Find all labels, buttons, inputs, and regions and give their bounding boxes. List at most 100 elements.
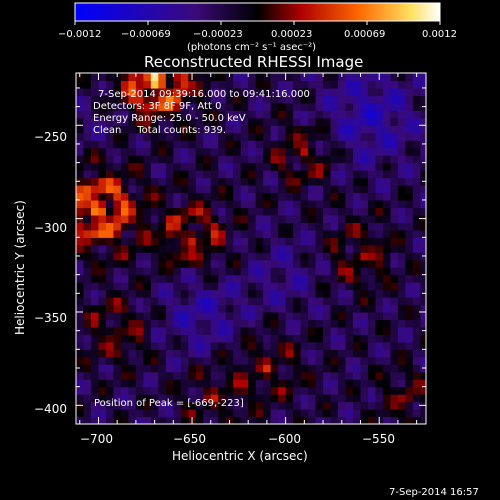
heatmap-cell: [338, 214, 347, 223]
heatmap-cell: [233, 87, 242, 97]
heatmap-cell: [240, 252, 249, 261]
heatmap-cell: [345, 222, 354, 231]
heatmap-cell: [180, 117, 189, 126]
heatmap-cell: [225, 282, 234, 291]
heatmap-cell: [195, 162, 204, 171]
heatmap-cell: [248, 297, 257, 306]
heatmap-cell: [360, 401, 369, 410]
heatmap-cell: [98, 259, 107, 268]
heatmap-cell: [323, 356, 332, 365]
heatmap-cell: [397, 117, 407, 126]
heatmap-cell: [293, 401, 302, 410]
heatmap-cell: [158, 334, 167, 343]
heatmap-cell: [135, 409, 144, 418]
heatmap-cell: [76, 185, 85, 194]
heatmap-cell: [382, 185, 392, 194]
heatmap-cell: [120, 349, 130, 358]
heatmap-cell: [98, 311, 107, 321]
heatmap-cell: [248, 125, 257, 134]
heatmap-cell: [293, 259, 302, 268]
heatmap-cell: [270, 311, 279, 321]
heatmap-cell: [233, 162, 242, 171]
heatmap-cell: [382, 274, 392, 283]
heatmap-cell: [188, 229, 197, 238]
heatmap-cell: [315, 401, 324, 410]
heatmap-cell: [405, 207, 414, 216]
heatmap-cell: [165, 409, 174, 418]
heatmap-cell: [382, 379, 392, 388]
heatmap-cell: [150, 155, 159, 164]
heatmap-cell: [83, 207, 92, 216]
heatmap-cell: [76, 207, 85, 216]
heatmap-cell: [203, 170, 212, 179]
heatmap-cell: [270, 192, 279, 201]
heatmap-cell: [210, 73, 219, 82]
heatmap-cell: [360, 125, 369, 134]
heatmap-cell: [76, 80, 85, 89]
heatmap-cell: [233, 199, 242, 209]
heatmap-cell: [225, 140, 234, 149]
heatmap-cell: [150, 244, 159, 253]
heatmap-cell: [367, 155, 377, 164]
heatmap-cell: [218, 229, 227, 238]
heatmap-cell: [90, 237, 100, 246]
colorbar-tick-label: 0.0012: [422, 29, 457, 40]
heatmap-cell: [233, 364, 242, 373]
heatmap-cell: [165, 289, 174, 298]
heatmap-cell: [98, 289, 107, 298]
heatmap-cell: [180, 222, 189, 231]
heatmap-cell: [390, 364, 399, 373]
heatmap-cell: [143, 259, 152, 268]
heatmap-cell: [382, 73, 392, 82]
heatmap-cell: [315, 110, 324, 119]
heatmap-cell: [255, 132, 264, 141]
heatmap-cell: [285, 319, 294, 328]
heatmap-cell: [195, 229, 204, 238]
heatmap-cell: [248, 267, 257, 276]
heatmap-cell: [76, 364, 85, 373]
heatmap-cell: [143, 73, 152, 82]
heatmap-cell: [405, 177, 414, 186]
heatmap-cell: [300, 349, 309, 358]
heatmap-cell: [367, 386, 377, 395]
heatmap-cell: [330, 259, 339, 268]
heatmap-cell: [360, 274, 369, 283]
heatmap-cell: [345, 155, 354, 164]
heatmap-cell: [270, 117, 279, 126]
heatmap-cell: [338, 132, 347, 141]
heatmap-cell: [218, 289, 227, 298]
heatmap-cell: [375, 282, 384, 291]
heatmap-cell: [375, 297, 384, 306]
heatmap-cell: [143, 207, 152, 216]
annotation-peak-position: Position of Peak = [-669,-223]: [94, 398, 244, 409]
heatmap-cell: [353, 311, 362, 321]
heatmap-cell: [420, 125, 426, 134]
heatmap-cell: [240, 274, 249, 283]
heatmap-cell: [98, 73, 107, 82]
heatmap-cell: [300, 110, 309, 119]
heatmap-cell: [240, 170, 249, 179]
heatmap-cell: [135, 140, 144, 149]
heatmap-cell: [165, 274, 174, 283]
heatmap-cell: [367, 252, 377, 261]
heatmap-cell: [338, 95, 347, 104]
heatmap-cell: [195, 311, 204, 321]
heatmap-cell: [375, 162, 384, 171]
heatmap-cell: [105, 162, 115, 171]
heatmap-cell: [263, 274, 272, 283]
heatmap-cell: [353, 214, 362, 223]
axis-ticks: [76, 73, 426, 425]
heatmap-cell: [120, 162, 130, 171]
heatmap-cell: [382, 304, 392, 313]
heatmap-cell: [83, 379, 92, 388]
heatmap-cell: [345, 192, 354, 201]
heatmap-cell: [173, 282, 182, 291]
heatmap-cell: [360, 416, 369, 424]
heatmap-cell: [135, 214, 144, 223]
heatmap-cell: [420, 304, 426, 313]
heatmap-cell: [83, 267, 92, 276]
heatmap-cell: [375, 371, 384, 380]
heatmap-cell: [128, 252, 137, 261]
heatmap-cell: [173, 334, 182, 343]
heatmap-cell: [405, 192, 414, 201]
